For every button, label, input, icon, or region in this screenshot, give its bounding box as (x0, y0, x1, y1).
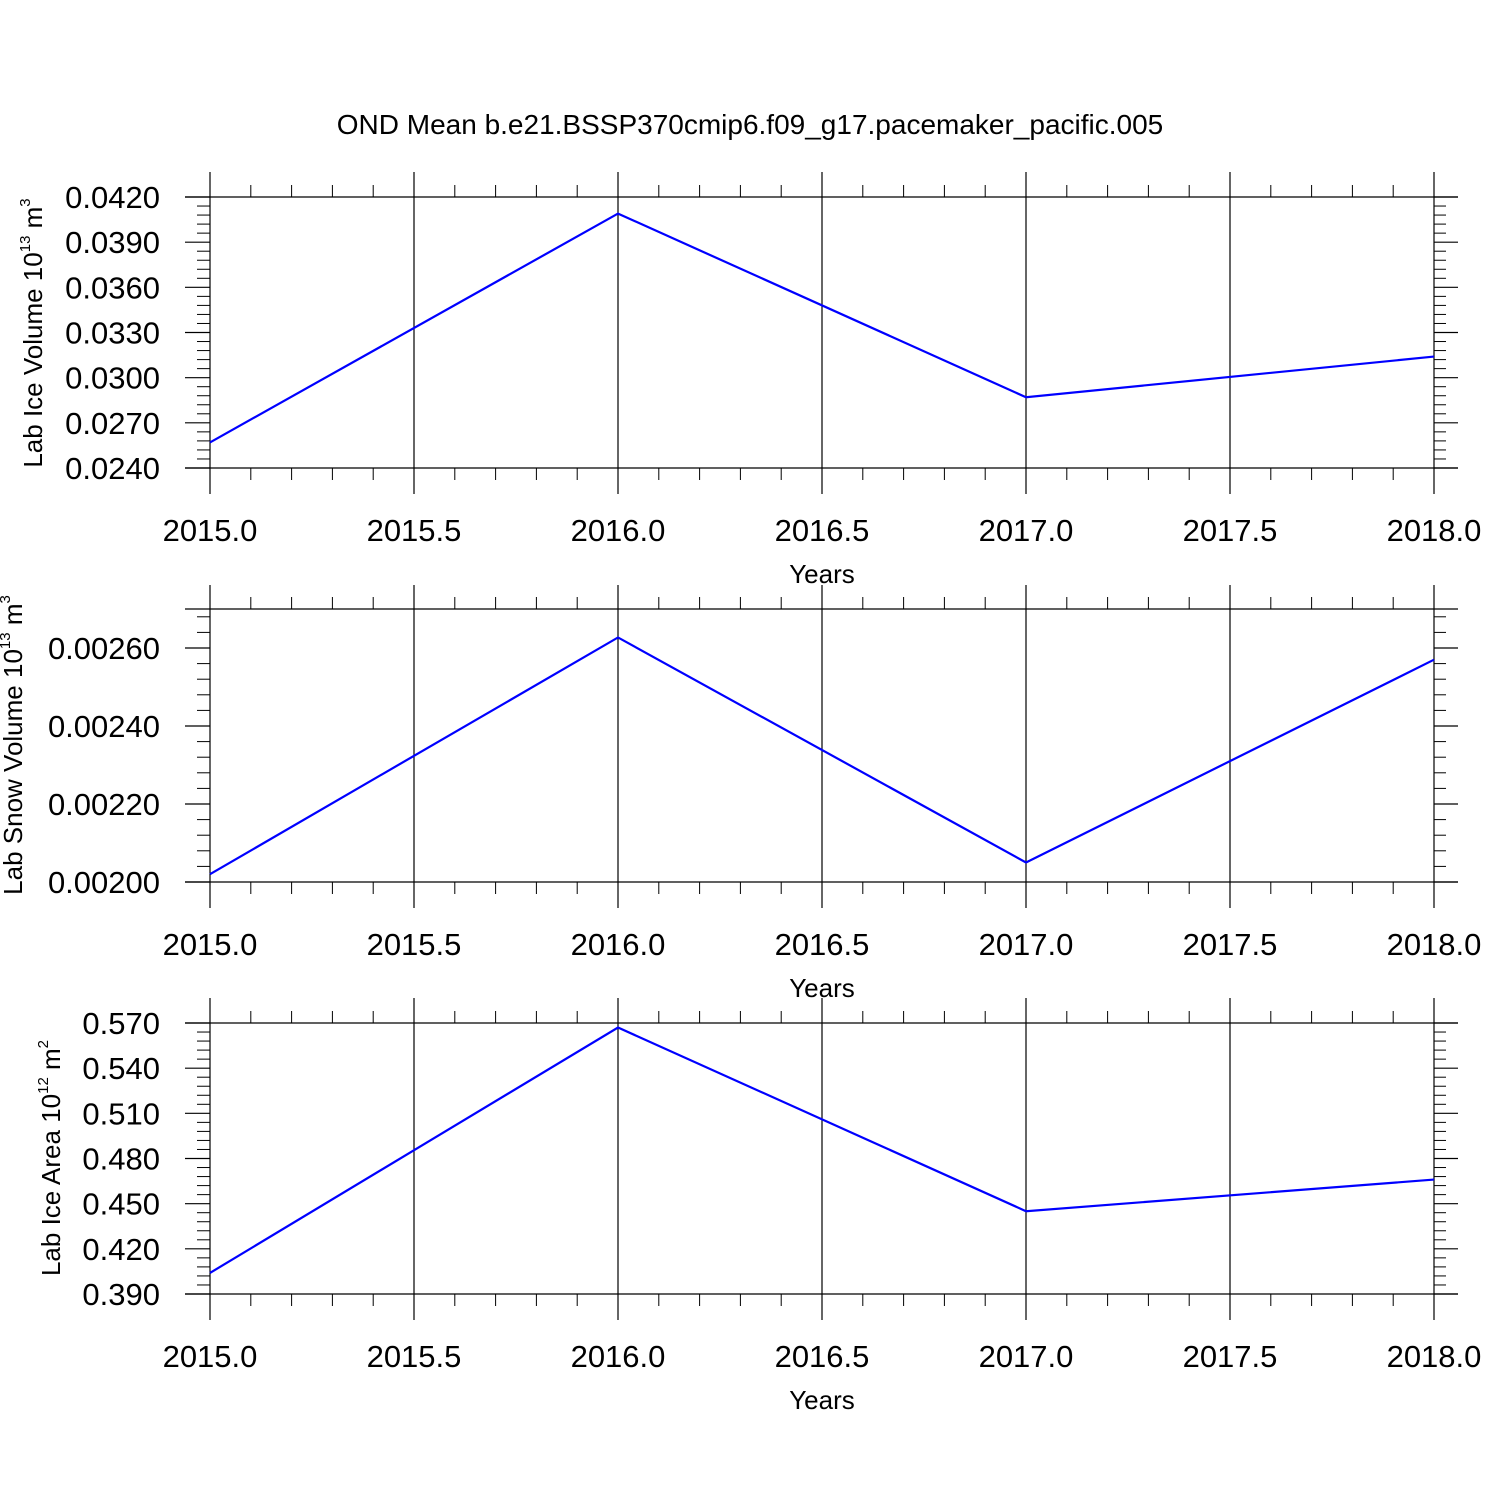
y-tick-label: 0.00220 (48, 787, 160, 822)
x-tick-label: 2016.5 (775, 513, 870, 548)
x-tick-label: 2017.0 (979, 927, 1074, 962)
y-tick-label: 0.0270 (65, 406, 160, 441)
x-axis-label: Years (789, 559, 855, 589)
x-tick-label: 2015.5 (367, 927, 462, 962)
x-tick-label: 2017.0 (979, 513, 1074, 548)
x-tick-label: 2015.5 (367, 513, 462, 548)
x-axis-label: Years (789, 1385, 855, 1415)
series-line (209, 636, 1435, 876)
x-tick-label: 2016.0 (571, 513, 666, 548)
y-axis-label: Lab Ice Area 1012 m2 (35, 1040, 66, 1276)
y-tick-label: 0.480 (82, 1142, 160, 1177)
y-tick-label: 0.0360 (65, 270, 160, 305)
x-tick-label: 2015.0 (163, 1339, 258, 1374)
x-tick-label: 2015.0 (163, 927, 258, 962)
x-tick-label: 2017.5 (1183, 927, 1278, 962)
y-tick-label: 0.0330 (65, 316, 160, 351)
y-axis-label: Lab Snow Volume 1013 m3 (0, 595, 28, 895)
x-tick-label: 2015.0 (163, 513, 258, 548)
x-tick-label: 2018.0 (1387, 927, 1482, 962)
y-axis-label: Lab Ice Volume 1013 m3 (17, 198, 48, 467)
x-tick-label: 2016.5 (775, 1339, 870, 1374)
x-tick-label: 2016.0 (571, 927, 666, 962)
y-tick-label: 0.450 (82, 1187, 160, 1222)
chart-title: OND Mean b.e21.BSSP370cmip6.f09_g17.pace… (337, 109, 1164, 140)
panel-1: 0.0240 0.0270 0.0300 0.0330 0.0360 0.0390 0.04… (17, 172, 1481, 589)
y-tick-label: 0.390 (82, 1277, 160, 1312)
y-tick-label: 0.570 (82, 1006, 160, 1041)
x-tick-label: 2017.5 (1183, 1339, 1278, 1374)
y-tick-label: 0.420 (82, 1232, 160, 1267)
series-line (209, 1026, 1435, 1274)
x-tick-label: 2016.0 (571, 1339, 666, 1374)
panel-3: 0.390 0.420 0.450 0.480 0.510 0.540 0.570 2015.… (35, 998, 1481, 1415)
x-tick-label: 2018.0 (1387, 513, 1482, 548)
panel-2: 0.00200 0.00220 0.00240 0.00260 2015.0 2015.5… (0, 585, 1481, 1003)
y-tick-label: 0.540 (82, 1051, 160, 1086)
x-tick-label: 2016.5 (775, 927, 870, 962)
y-tick-label: 0.00260 (48, 631, 160, 666)
y-tick-label: 0.00240 (48, 709, 160, 744)
y-tick-label: 0.00200 (48, 865, 160, 900)
series-line (209, 212, 1435, 444)
y-tick-label: 0.510 (82, 1096, 160, 1131)
y-tick-label: 0.0300 (65, 361, 160, 396)
y-tick-label: 0.0240 (65, 451, 160, 486)
x-tick-label: 2017.0 (979, 1339, 1074, 1374)
y-tick-label: 0.0420 (65, 180, 160, 215)
x-tick-label: 2017.5 (1183, 513, 1278, 548)
x-tick-label: 2018.0 (1387, 1339, 1482, 1374)
y-tick-label: 0.0390 (65, 225, 160, 260)
x-tick-label: 2015.5 (367, 1339, 462, 1374)
